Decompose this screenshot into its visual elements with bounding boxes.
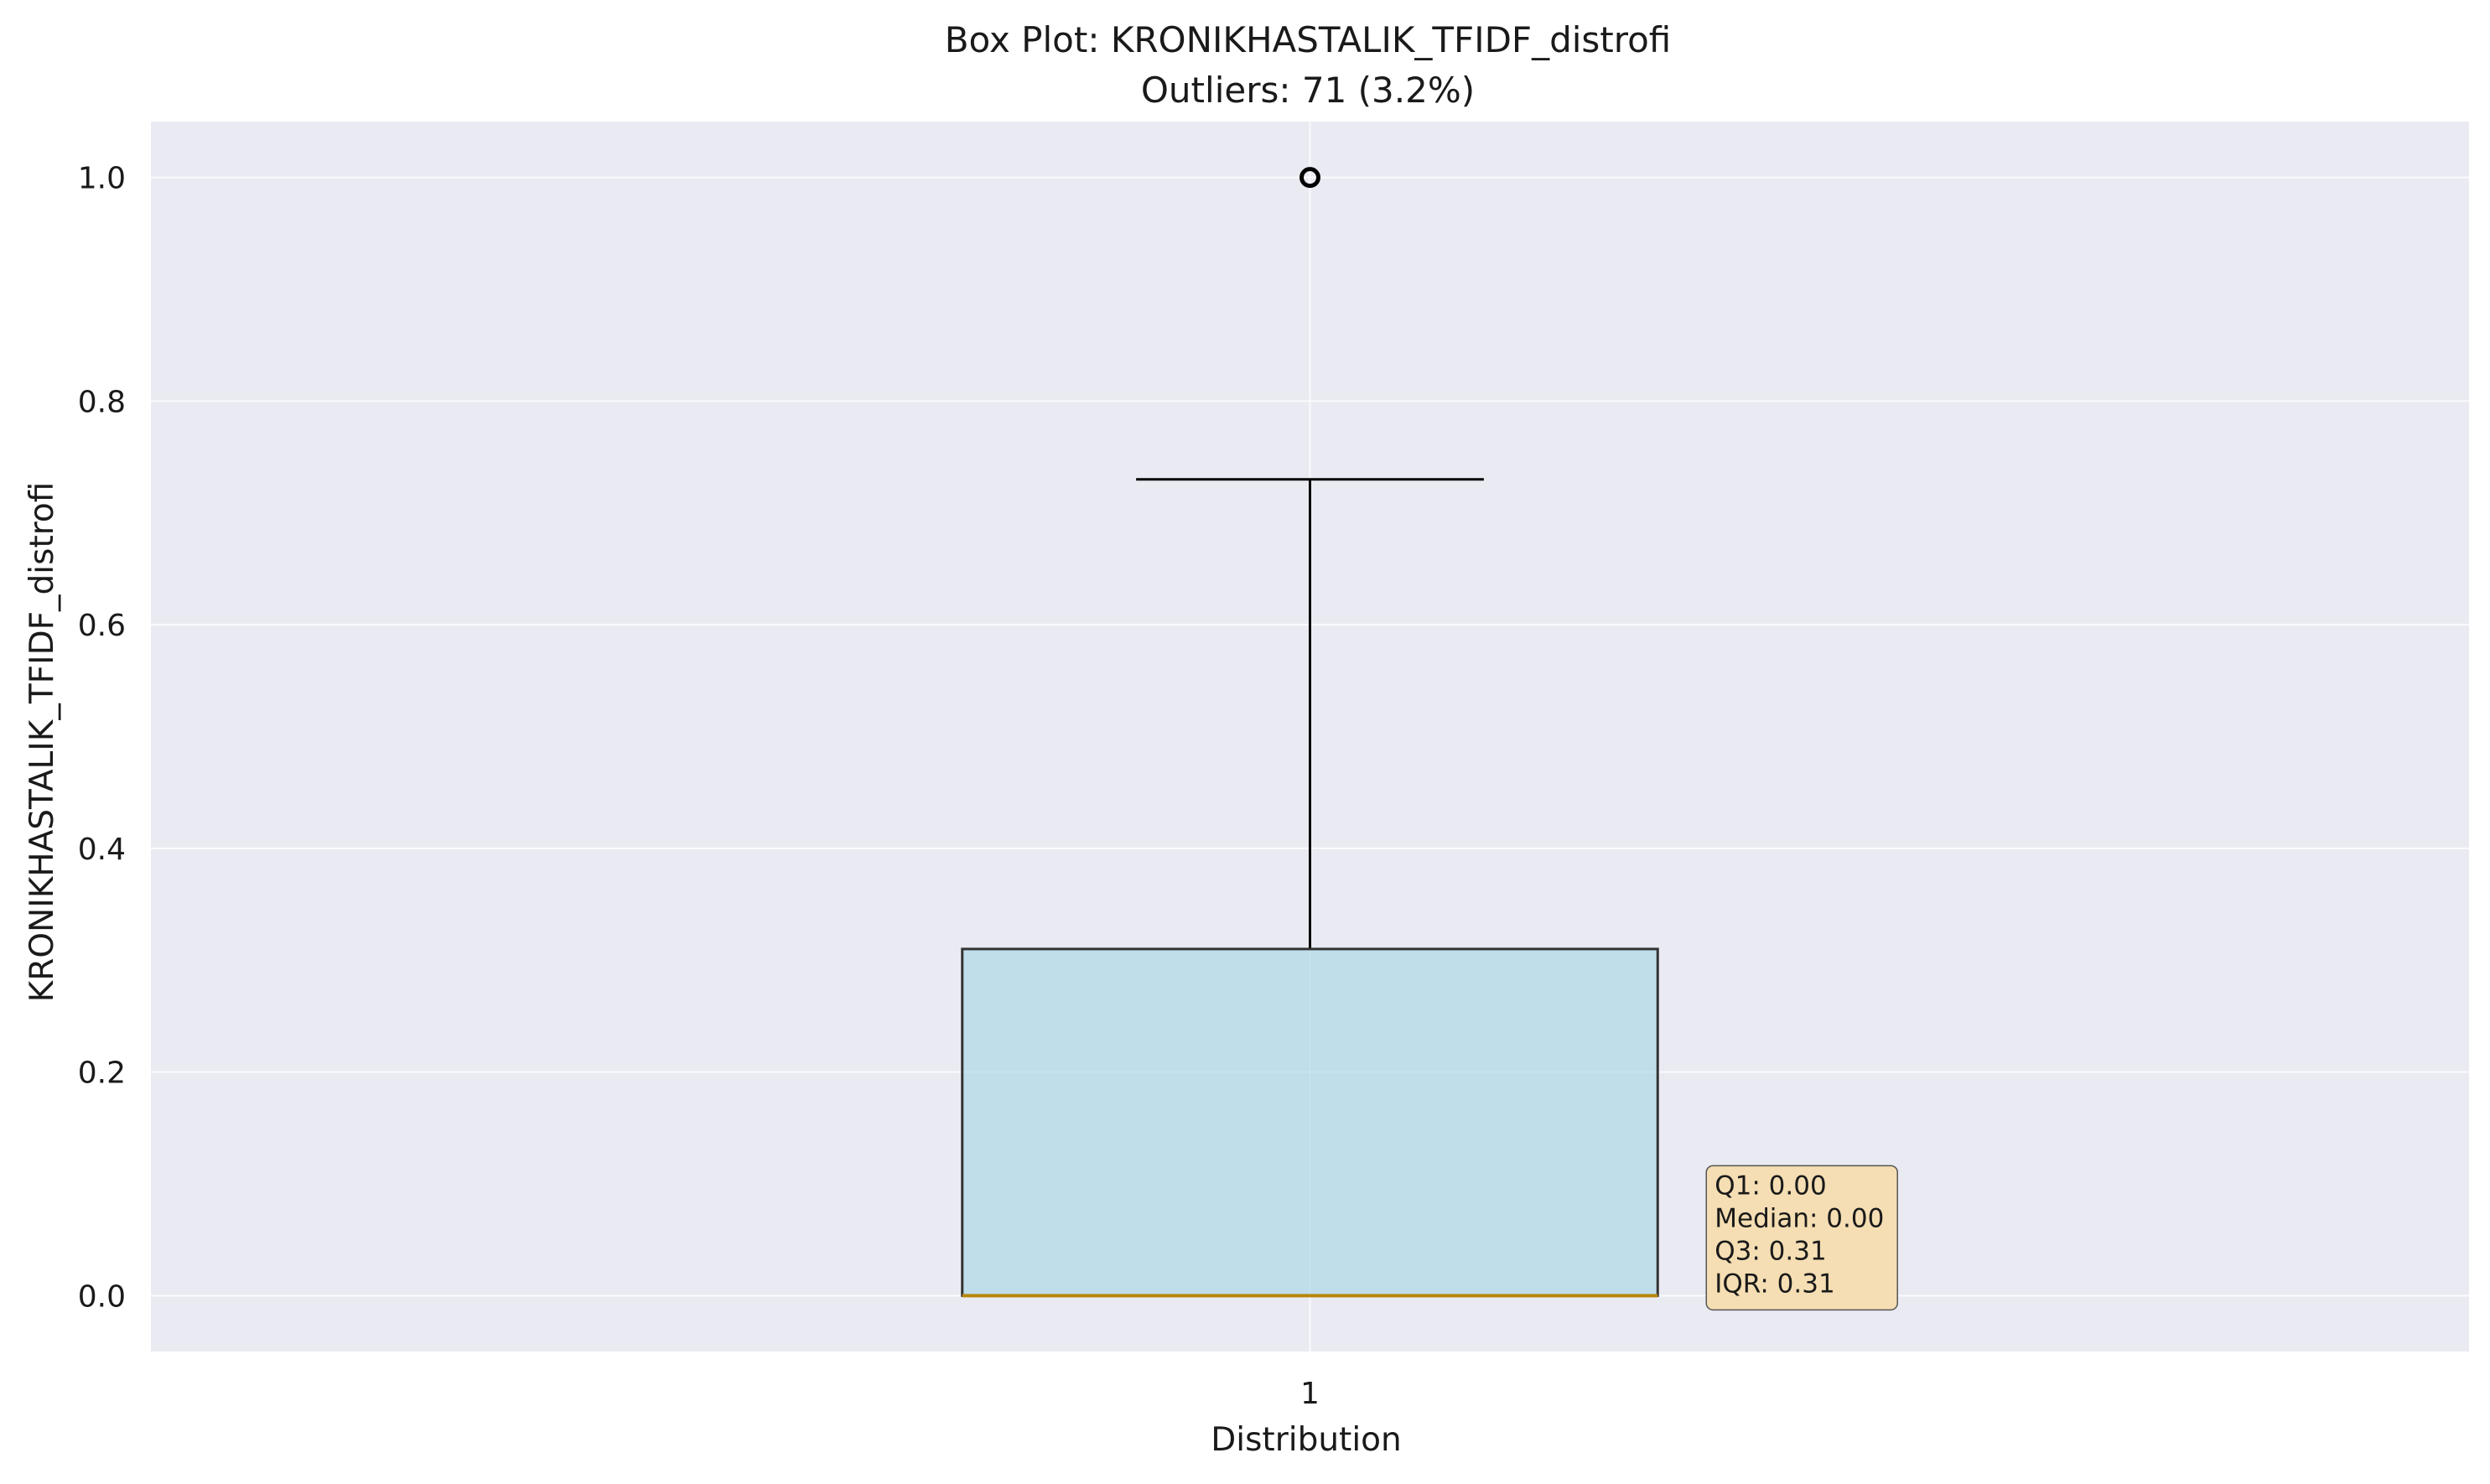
stats-line: IQR: 0.31 [1714,1269,1834,1299]
y-axis-ticks: 0.0 0.2 0.4 0.6 0.8 1.0 [78,162,126,1315]
box-group [961,167,1659,1298]
chart-title: Box Plot: KRONIKHASTALIK_TFIDF_distrofi [945,19,1672,60]
y-tick-label: 0.4 [78,833,126,867]
x-axis-ticks: 1 [1300,1377,1320,1411]
y-tick-label: 1.0 [78,162,126,196]
chart-subtitle: Outliers: 71 (3.2%) [1141,70,1475,111]
y-tick-label: 0.6 [78,609,126,643]
x-tick-label: 1 [1300,1377,1320,1411]
stats-line: Median: 0.00 [1714,1203,1884,1233]
stats-line: Q1: 0.00 [1714,1170,1826,1201]
iqr-box [961,947,1659,1297]
y-axis-label: KRONIKHASTALIK_TFIDF_distrofi [23,482,61,1003]
outlier-point [1299,167,1320,189]
stats-box [1705,1165,1898,1311]
stats-line: Q3: 0.31 [1714,1236,1826,1266]
y-tick-label: 0.0 [78,1279,126,1314]
y-tick-label: 0.8 [78,385,126,419]
y-tick-label: 0.2 [78,1056,126,1091]
x-axis-label: Distribution [1211,1421,1402,1459]
